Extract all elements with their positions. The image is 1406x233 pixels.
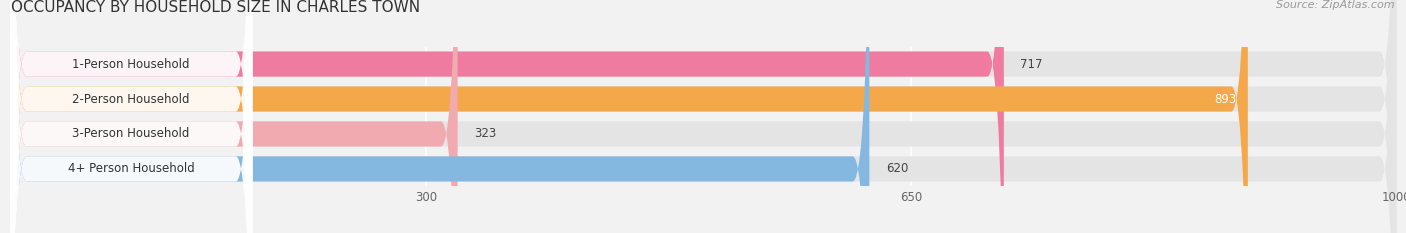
FancyBboxPatch shape [10, 0, 1004, 233]
FancyBboxPatch shape [10, 0, 1396, 233]
Text: 4+ Person Household: 4+ Person Household [67, 162, 194, 175]
FancyBboxPatch shape [10, 0, 253, 233]
Text: Source: ZipAtlas.com: Source: ZipAtlas.com [1277, 0, 1395, 10]
FancyBboxPatch shape [10, 0, 457, 233]
Text: 323: 323 [474, 127, 496, 140]
FancyBboxPatch shape [10, 0, 253, 233]
Text: 1-Person Household: 1-Person Household [72, 58, 190, 71]
Text: 620: 620 [886, 162, 908, 175]
FancyBboxPatch shape [10, 0, 1396, 233]
FancyBboxPatch shape [10, 0, 1396, 233]
FancyBboxPatch shape [10, 0, 1247, 233]
FancyBboxPatch shape [10, 0, 253, 233]
FancyBboxPatch shape [10, 0, 253, 233]
Text: OCCUPANCY BY HOUSEHOLD SIZE IN CHARLES TOWN: OCCUPANCY BY HOUSEHOLD SIZE IN CHARLES T… [11, 0, 420, 15]
FancyBboxPatch shape [10, 0, 1396, 233]
Text: 3-Person Household: 3-Person Household [73, 127, 190, 140]
Text: 893: 893 [1215, 93, 1237, 106]
FancyBboxPatch shape [10, 0, 869, 233]
Text: 717: 717 [1021, 58, 1043, 71]
Text: 2-Person Household: 2-Person Household [72, 93, 190, 106]
